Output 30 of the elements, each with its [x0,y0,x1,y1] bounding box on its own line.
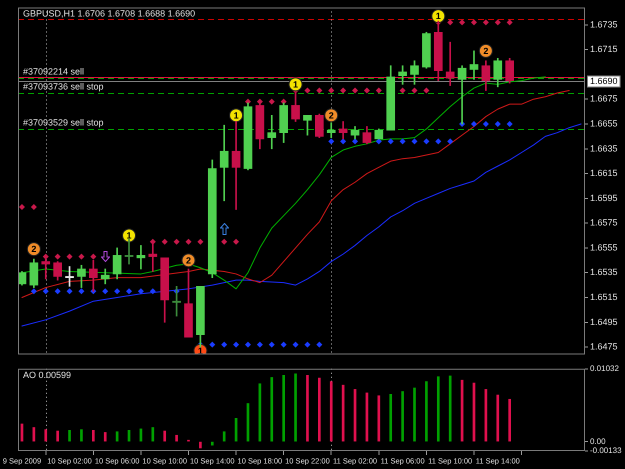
y-tick-label: 1.6735 [590,19,618,30]
y-tick-label: 1.6575 [590,218,618,228]
chart-title: AO 0.00599 [23,370,72,380]
y-tick-label: 1.6595 [590,192,618,203]
annotation: 2 [31,244,36,254]
ref-line-label: 1.6690 [590,76,618,86]
chart-title: GBPUSD,H1 1.6706 1.6708 1.6688 1.6690 [23,8,196,18]
y-tick-label: 1.6535 [590,267,618,278]
y-tick-label: 1.6675 [590,94,618,104]
y-tick-label: 1.6715 [590,44,618,54]
annotation: 1 [436,11,441,22]
y-tick-label: -0.00133 [590,446,622,456]
y-tick-label: 0.01032 [590,364,620,374]
y-tick-label: 1.6655 [590,118,618,128]
y-tick-label: 1.6555 [590,242,618,252]
y-tick-label: 0.00 [590,436,606,446]
annotation: 1 [234,110,239,120]
ref-line-label: #37093529 sell stop [23,117,104,128]
annotation: 2 [328,110,334,120]
y-tick-label: 1.6515 [590,292,618,302]
ref-line-label: #37092214 sell [23,66,84,76]
y-tick-label: 1.6495 [590,316,618,327]
y-tick-label: 1.6475 [590,342,618,352]
y-tick-label: 1.6635 [590,143,618,154]
annotation: 1 [293,79,298,90]
annotation: 2 [483,46,488,56]
annotation: 2 [186,255,192,266]
annotation: 1 [126,230,132,241]
y-tick-label: 1.6615 [590,168,618,178]
ref-line-label: #37093736 sell stop [23,81,104,92]
